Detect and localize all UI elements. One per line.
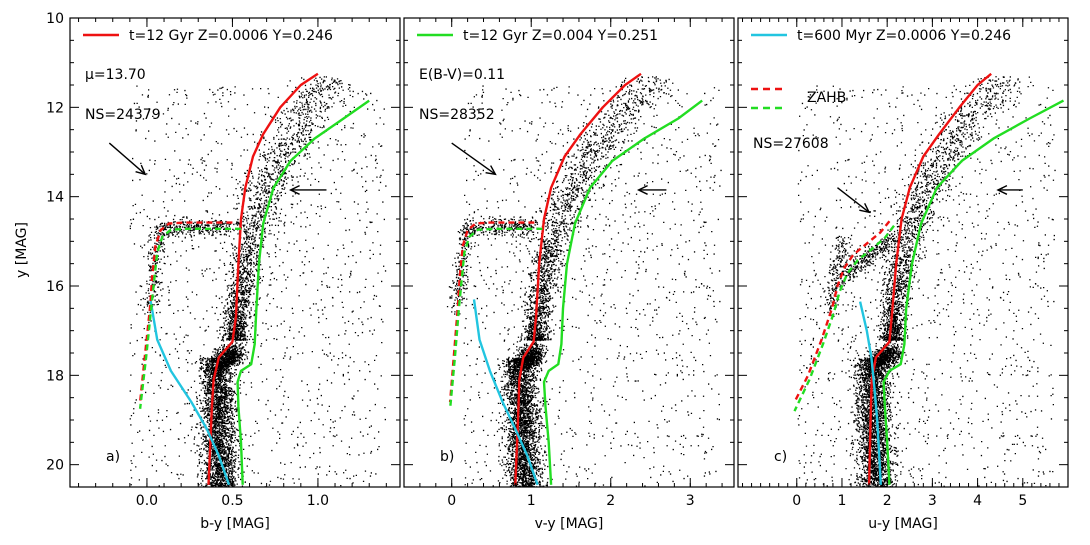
series-12-gyr-red	[514, 72, 642, 485]
x-axis-label: u-y [MAG]	[868, 516, 938, 532]
panel-label: c)	[774, 449, 787, 465]
panel-label: a)	[106, 449, 120, 465]
x-tick-label: 3	[686, 493, 695, 509]
series-12-gyr-red	[867, 72, 992, 485]
arrow-diagonal	[108, 142, 146, 175]
arrow-head	[135, 164, 147, 176]
x-tick-label: 5	[1018, 493, 1027, 509]
series-12-gyr-green	[882, 99, 1065, 485]
x-tick-label: 3	[928, 493, 937, 509]
series-12-gyr-red	[207, 72, 319, 485]
series-zahb-green	[448, 227, 543, 409]
panel-1: 10 12 14 16 18 20 0.0 0.5 1.0 b-y [MAG] a) t=12 Gyr…	[46, 11, 401, 532]
star-points	[446, 76, 722, 487]
panel-label: b)	[440, 449, 454, 465]
x-tick-label: 2	[883, 493, 892, 509]
arrow-diagonal	[837, 187, 870, 213]
x-tick-label: 1	[527, 493, 536, 509]
legend-label: ZAHB	[807, 90, 846, 106]
legend-label: t=12 Gyr Z=0.0006 Y=0.246	[129, 28, 333, 44]
x-axis-label: b-y [MAG]	[200, 516, 270, 532]
annotation-text: NS=27608	[753, 136, 829, 152]
arrow-head	[859, 203, 871, 214]
series-12-gyr-green	[542, 99, 703, 485]
star-points	[797, 76, 1056, 487]
panel-2: 0 1 2 3 v-y [MAG] b) t=12 Gyr Z=0.004 Y=0.251 E…	[403, 17, 735, 532]
series-12-gyr-green	[236, 99, 370, 485]
arrow-head	[288, 184, 300, 195]
arrow-diagonal	[451, 142, 496, 175]
x-tick-label: 2	[606, 493, 615, 509]
series-600-myr	[149, 299, 231, 486]
x-tick-label: 0.0	[136, 493, 158, 509]
legend-label: t=600 Myr Z=0.0006 Y=0.246	[797, 28, 1011, 44]
series-600-myr	[858, 301, 882, 485]
y-tick-label: 12	[46, 100, 64, 116]
panel-frame	[737, 17, 1069, 488]
y-axis-label: y [MAG]	[14, 222, 30, 278]
x-tick-label: 1.0	[307, 493, 329, 509]
series-600-myr	[472, 299, 539, 486]
arrow-head	[636, 184, 648, 195]
x-tick-label: 4	[973, 493, 982, 509]
y-tick-label: 10	[46, 11, 64, 27]
series-zahb-red	[448, 221, 535, 403]
series-zahb-red	[138, 221, 233, 403]
annotation-text: NS=24379	[85, 107, 161, 123]
series-zahb-green	[793, 224, 895, 412]
x-axis-label: v-y [MAG]	[535, 516, 604, 532]
panel-frame	[403, 17, 735, 488]
legend-label: t=12 Gyr Z=0.004 Y=0.251	[463, 28, 658, 44]
x-tick-label: 0	[447, 493, 456, 509]
y-tick-label: 16	[46, 279, 64, 295]
y-tick-label: 14	[46, 190, 64, 206]
y-tick-label: 20	[46, 458, 64, 474]
arrow-head	[485, 165, 497, 176]
x-tick-label: 0.5	[221, 493, 243, 509]
annotation-text: μ=13.70	[85, 67, 146, 83]
annotation-text: NS=28352	[419, 107, 495, 123]
arrow-head	[996, 184, 1008, 195]
series-zahb-red	[793, 220, 891, 403]
panel-frame	[69, 17, 401, 488]
annotation-text: E(B-V)=0.11	[419, 67, 505, 83]
panel-3: 0 1 2 3 4 5 u-y [MAG] c) t=600 Myr Z=0.0006 Y=0.…	[737, 17, 1069, 532]
x-tick-label: 0	[792, 493, 801, 509]
x-tick-label: 1	[838, 493, 847, 509]
y-tick-label: 18	[46, 368, 64, 384]
